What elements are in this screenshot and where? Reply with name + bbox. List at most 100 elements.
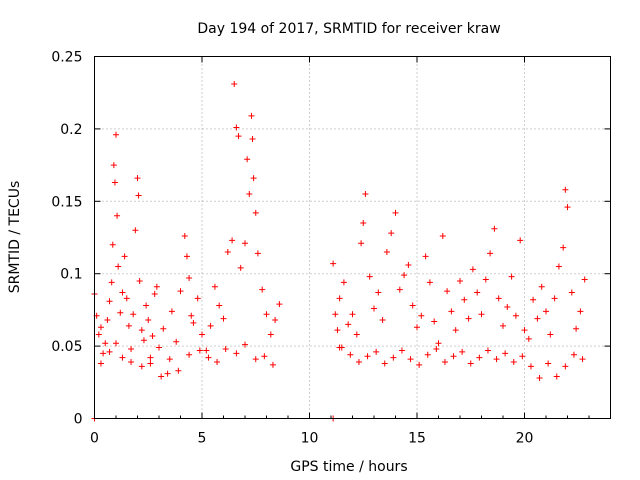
data-point xyxy=(186,351,193,358)
data-point xyxy=(416,361,423,368)
data-point xyxy=(474,289,481,296)
data-point xyxy=(414,324,420,331)
x-tick-label: 10 xyxy=(301,431,319,447)
data-point xyxy=(147,354,154,361)
data-point xyxy=(102,340,109,347)
y-tick-label: 0.05 xyxy=(51,339,82,355)
x-tick-label: 15 xyxy=(408,431,426,447)
data-point xyxy=(461,296,468,303)
y-tick-label: 0 xyxy=(74,412,83,428)
data-point xyxy=(135,192,142,199)
data-points xyxy=(91,81,588,422)
data-point xyxy=(269,361,276,368)
data-point xyxy=(358,240,365,247)
data-point xyxy=(527,363,534,370)
data-point xyxy=(244,156,251,163)
data-point xyxy=(175,367,182,374)
data-point xyxy=(248,112,255,119)
data-point xyxy=(581,276,588,283)
data-point xyxy=(145,317,152,324)
data-point xyxy=(491,225,498,232)
data-point xyxy=(214,359,221,366)
data-point xyxy=(517,237,524,244)
data-point xyxy=(547,331,554,338)
x-tick-label: 20 xyxy=(516,431,534,447)
data-point xyxy=(457,277,463,284)
data-point xyxy=(398,347,405,354)
data-point xyxy=(525,335,532,342)
data-point xyxy=(560,244,567,251)
data-point xyxy=(231,81,238,88)
data-point xyxy=(207,322,214,329)
data-point xyxy=(97,360,104,367)
data-point xyxy=(106,298,113,305)
data-point xyxy=(493,356,500,363)
data-point xyxy=(459,348,466,355)
plot-frame xyxy=(94,56,611,419)
y-tick-label: 0.15 xyxy=(51,194,82,210)
data-point xyxy=(272,317,279,324)
data-point xyxy=(136,277,143,284)
data-point xyxy=(138,363,145,370)
data-point xyxy=(250,175,257,182)
data-point xyxy=(353,331,360,338)
data-point xyxy=(173,338,180,345)
data-point xyxy=(579,356,586,363)
data-point xyxy=(114,212,121,219)
data-point xyxy=(100,350,107,357)
data-point xyxy=(366,273,373,280)
data-point xyxy=(233,350,240,357)
data-point xyxy=(510,359,517,366)
data-point xyxy=(521,327,528,334)
data-point xyxy=(177,288,184,295)
data-point xyxy=(534,315,541,322)
data-point xyxy=(104,317,111,324)
data-point xyxy=(132,227,139,234)
data-point xyxy=(249,136,256,143)
data-point xyxy=(110,162,117,169)
data-point xyxy=(392,209,399,216)
data-point xyxy=(487,250,494,257)
data-point xyxy=(224,248,231,255)
data-point xyxy=(199,331,205,338)
data-point xyxy=(469,266,476,273)
data-point xyxy=(181,233,188,240)
data-point xyxy=(519,353,526,360)
data-point xyxy=(330,260,337,267)
data-point xyxy=(153,283,160,290)
data-point xyxy=(422,253,429,260)
data-point xyxy=(128,345,135,352)
data-point xyxy=(355,359,362,366)
data-point xyxy=(336,344,343,351)
data-point xyxy=(396,286,403,293)
data-point xyxy=(168,308,175,315)
data-point xyxy=(119,289,126,296)
data-point xyxy=(115,263,122,270)
data-point xyxy=(123,295,130,302)
data-point xyxy=(467,360,474,367)
x-axis-label: GPS time / hours xyxy=(290,459,407,475)
y-tick-label: 0.25 xyxy=(51,50,82,66)
x-tick-label: 5 xyxy=(198,431,207,447)
data-point xyxy=(568,289,575,296)
data-point xyxy=(435,340,442,347)
data-point xyxy=(188,312,195,319)
data-point xyxy=(562,186,569,193)
data-point xyxy=(573,325,580,332)
y-tick-label: 0.2 xyxy=(60,122,82,138)
data-point xyxy=(500,322,506,329)
data-point xyxy=(375,289,382,296)
data-point xyxy=(360,220,367,227)
data-point xyxy=(538,283,545,290)
data-point xyxy=(149,332,156,339)
axis-ticks xyxy=(94,56,611,419)
data-point xyxy=(211,283,218,290)
data-point xyxy=(564,204,571,211)
data-point xyxy=(113,340,119,347)
data-point xyxy=(242,240,248,247)
data-point xyxy=(186,275,193,282)
data-point xyxy=(362,191,369,198)
data-point xyxy=(111,179,118,186)
data-point xyxy=(401,272,408,279)
